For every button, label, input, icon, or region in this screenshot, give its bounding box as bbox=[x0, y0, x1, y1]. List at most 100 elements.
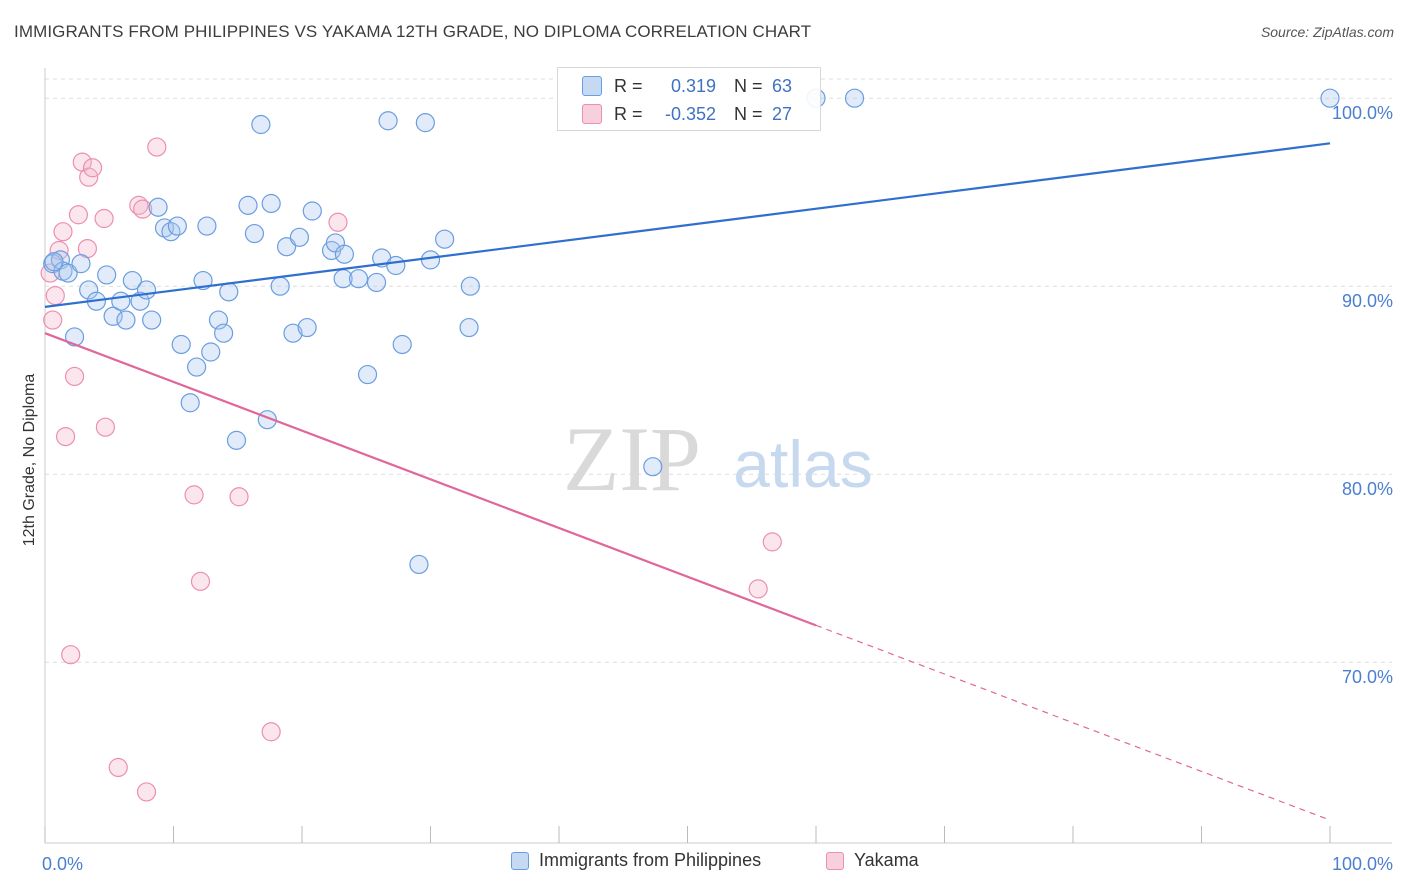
yakama-point bbox=[108, 757, 128, 778]
stats-r-label-blue: R = bbox=[614, 75, 643, 96]
stats-swatch-pink bbox=[582, 104, 602, 124]
stats-swatch-blue bbox=[582, 76, 602, 96]
yakama-points bbox=[40, 137, 782, 802]
watermark: ZIP atlas bbox=[563, 408, 873, 510]
philippines-point bbox=[64, 327, 85, 347]
philippines-point bbox=[251, 114, 271, 135]
legend-swatch-yakama bbox=[826, 851, 844, 870]
legend-swatch-philippines bbox=[511, 851, 529, 870]
stats-n-value-blue: 63 bbox=[772, 75, 793, 96]
philippines-point bbox=[366, 272, 387, 293]
stats-r-value-pink: -0.352 bbox=[664, 103, 716, 124]
philippines-point bbox=[348, 269, 369, 289]
stats-r-label-pink: R = bbox=[614, 103, 643, 124]
y-tick-label: 70.0% bbox=[1342, 667, 1393, 687]
philippines-point bbox=[261, 193, 281, 214]
yakama-point bbox=[184, 485, 204, 505]
stats-n-label-blue: N = bbox=[734, 75, 763, 96]
x-tick-label: 0.0% bbox=[42, 854, 83, 874]
yakama-point bbox=[328, 212, 348, 232]
yakama-trend-line-extension bbox=[815, 624, 1331, 821]
philippines-point bbox=[283, 323, 303, 343]
yakama-point bbox=[133, 199, 153, 219]
philippines-point bbox=[148, 197, 168, 217]
grid-lines bbox=[45, 78, 1392, 663]
philippines-point bbox=[197, 216, 217, 236]
philippines-trend-line bbox=[44, 142, 1331, 308]
yakama-point bbox=[94, 208, 114, 229]
philippines-point bbox=[219, 282, 239, 302]
source-label: Source: ZipAtlas.com bbox=[1260, 24, 1394, 40]
philippines-point bbox=[226, 430, 247, 450]
stats-row-blue: R = 0.319 N = 63 bbox=[558, 72, 820, 100]
y-tick-labels: 70.0% 80.0% 90.0% 100.0% bbox=[1332, 103, 1393, 687]
philippines-point bbox=[136, 280, 157, 300]
philippines-point bbox=[130, 291, 150, 311]
yakama-point bbox=[190, 571, 211, 591]
philippines-point bbox=[238, 195, 258, 215]
philippines-point bbox=[357, 364, 378, 385]
legend: Immigrants from Philippines Yakama bbox=[0, 850, 1406, 880]
philippines-point bbox=[1320, 88, 1340, 108]
philippines-point bbox=[193, 270, 213, 291]
yakama-point bbox=[68, 205, 89, 225]
philippines-point bbox=[459, 317, 479, 338]
y-axis-title: 12th Grade, No Diploma bbox=[21, 373, 38, 547]
philippines-point bbox=[460, 276, 480, 296]
yakama-point bbox=[43, 310, 63, 330]
philippines-point bbox=[302, 201, 322, 221]
philippines-point bbox=[71, 254, 91, 274]
philippines-point bbox=[415, 113, 435, 133]
yakama-point bbox=[53, 222, 73, 242]
stats-n-value-pink: 27 bbox=[772, 103, 793, 124]
philippines-point bbox=[58, 263, 78, 283]
legend-item-philippines: Immigrants from Philippines bbox=[511, 850, 761, 871]
y-tick-label: 90.0% bbox=[1342, 291, 1393, 311]
legend-label-philippines: Immigrants from Philippines bbox=[539, 850, 762, 870]
yakama-point bbox=[762, 532, 782, 552]
yakama-point bbox=[79, 167, 99, 187]
philippines-point bbox=[420, 250, 441, 270]
legend-label-yakama: Yakama bbox=[854, 850, 919, 870]
philippines-point bbox=[270, 276, 290, 296]
philippines-point bbox=[201, 342, 221, 362]
yakama-point bbox=[45, 286, 65, 306]
yakama-point bbox=[82, 158, 103, 178]
y-tick-label: 100.0% bbox=[1332, 103, 1393, 123]
philippines-point bbox=[103, 306, 123, 326]
philippines-point bbox=[244, 223, 265, 244]
watermark-zip: ZIP bbox=[563, 408, 701, 510]
philippines-point bbox=[79, 280, 99, 300]
philippines-point bbox=[171, 334, 191, 355]
trend-lines bbox=[44, 142, 1331, 821]
yakama-point bbox=[61, 645, 81, 665]
yakama-point bbox=[129, 195, 149, 215]
axes bbox=[44, 68, 1392, 844]
legend-item-yakama: Yakama bbox=[826, 850, 919, 871]
philippines-point bbox=[167, 216, 187, 236]
philippines-point bbox=[289, 227, 310, 247]
watermark-atlas: atlas bbox=[733, 427, 872, 501]
philippines-point bbox=[142, 310, 162, 330]
yakama-point bbox=[261, 722, 281, 742]
yakama-point bbox=[136, 782, 157, 802]
stats-box: R = 0.319 N = 63 R = -0.352 N = 27 bbox=[557, 67, 821, 131]
yakama-point bbox=[95, 417, 115, 437]
philippines-point bbox=[297, 317, 317, 338]
philippines-point bbox=[378, 111, 398, 131]
yakama-point bbox=[64, 366, 85, 387]
philippines-point bbox=[844, 88, 865, 108]
yakama-trend-line bbox=[44, 332, 817, 627]
philippines-point bbox=[122, 270, 142, 291]
philippines-point bbox=[386, 255, 406, 276]
philippines-point bbox=[409, 554, 429, 575]
philippines-point bbox=[643, 457, 663, 477]
yakama-point bbox=[147, 137, 167, 157]
chart-title: IMMIGRANTS FROM PHILIPPINES VS YAKAMA 12… bbox=[14, 22, 812, 41]
x-tick-label: 100.0% bbox=[1332, 854, 1393, 874]
stats-row-pink: R = -0.352 N = 27 bbox=[558, 100, 820, 128]
yakama-point bbox=[55, 427, 76, 447]
philippines-point bbox=[435, 229, 455, 249]
yakama-point bbox=[748, 579, 768, 599]
